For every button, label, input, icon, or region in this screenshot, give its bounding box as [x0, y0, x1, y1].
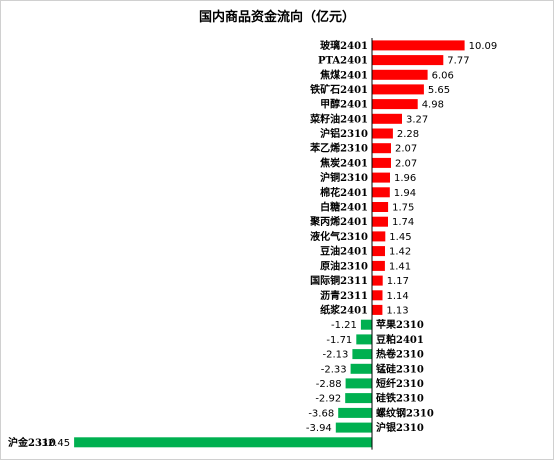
bar-4 — [372, 99, 418, 110]
bar-5 — [372, 113, 402, 124]
category-label-6: 沪铝2310 — [320, 127, 368, 140]
value-label-19: -1.21 — [331, 320, 357, 331]
value-label-22: -2.33 — [321, 364, 347, 375]
value-label-12: 1.74 — [392, 217, 414, 228]
category-label-0: 玻璃2401 — [320, 39, 368, 52]
value-label-20: -1.71 — [326, 335, 352, 346]
bar-21 — [352, 349, 372, 360]
value-label-2: 6.06 — [432, 70, 454, 81]
value-label-8: 2.07 — [395, 158, 417, 169]
bar-9 — [372, 172, 390, 183]
category-label-3: 铁矿石2401 — [310, 83, 368, 96]
bar-1 — [372, 55, 444, 66]
value-label-18: 1.13 — [386, 305, 408, 316]
category-label-2: 焦煤2401 — [319, 68, 368, 81]
bar-27 — [74, 437, 372, 448]
value-label-3: 5.65 — [428, 85, 450, 96]
bar-22 — [350, 363, 372, 374]
category-label-4: 甲醇2401 — [320, 98, 368, 111]
category-label-1: PTA2401 — [318, 56, 368, 67]
value-label-6: 2.28 — [397, 129, 419, 140]
value-label-25: -3.68 — [308, 408, 334, 419]
bar-18 — [372, 304, 383, 315]
category-label-21: 热卷2310 — [376, 348, 424, 361]
value-label-17: 1.14 — [387, 291, 409, 302]
value-label-5: 3.27 — [406, 114, 428, 125]
category-label-13: 液化气2310 — [310, 230, 368, 243]
category-label-27: 沪金2310 — [8, 436, 56, 449]
value-label-21: -2.13 — [323, 350, 349, 361]
category-label-25: 螺纹钢2310 — [376, 406, 434, 419]
bar-3 — [372, 84, 424, 95]
bar-13 — [372, 231, 386, 242]
bar-0 — [372, 40, 465, 51]
category-label-19: 苹果2310 — [376, 318, 424, 331]
value-label-9: 1.96 — [394, 173, 416, 184]
category-label-16: 国际铜2311 — [310, 274, 368, 287]
bar-20 — [356, 334, 372, 345]
value-label-10: 1.94 — [394, 188, 416, 199]
bar-10 — [372, 187, 390, 198]
category-label-14: 豆油2401 — [320, 245, 368, 258]
bar-2 — [372, 69, 428, 80]
value-label-11: 1.75 — [392, 203, 414, 214]
category-label-26: 沪银2310 — [376, 421, 424, 434]
value-label-7: 2.07 — [395, 144, 417, 155]
bar-15 — [372, 260, 385, 271]
value-label-27: -32.45 — [38, 438, 70, 449]
bar-25 — [338, 407, 372, 418]
category-label-8: 焦炭2401 — [319, 156, 368, 169]
bar-11 — [372, 202, 389, 212]
bar-23 — [345, 378, 372, 389]
category-label-10: 棉花2401 — [320, 186, 368, 199]
bar-6 — [372, 128, 393, 139]
category-label-15: 原油2310 — [320, 259, 368, 272]
category-label-17: 沥青2311 — [320, 289, 368, 302]
value-label-16: 1.17 — [387, 276, 409, 287]
value-label-15: 1.41 — [389, 261, 411, 272]
value-label-0: 10.09 — [469, 41, 498, 52]
category-label-12: 聚丙烯2401 — [309, 215, 368, 228]
bar-14 — [372, 246, 385, 257]
value-label-1: 7.77 — [447, 56, 469, 67]
value-label-14: 1.42 — [389, 247, 411, 258]
bar-12 — [372, 216, 388, 227]
category-label-23: 短纤2310 — [376, 377, 424, 390]
bar-26 — [335, 422, 372, 433]
bar-16 — [372, 275, 383, 286]
category-label-20: 豆粕2401 — [376, 333, 424, 346]
category-label-9: 沪铜2310 — [320, 171, 368, 184]
bar-24 — [345, 393, 372, 404]
bar-19 — [360, 319, 372, 330]
category-label-18: 纸浆2401 — [320, 303, 368, 316]
bar-17 — [372, 290, 383, 301]
category-label-7: 苯乙烯2310 — [309, 142, 368, 155]
value-label-4: 4.98 — [422, 100, 444, 111]
chart-title: 国内商品资金流向（亿元） — [198, 10, 355, 25]
bar-8 — [372, 157, 391, 168]
value-label-13: 1.45 — [389, 232, 411, 243]
value-label-23: -2.88 — [316, 379, 342, 390]
value-label-26: -3.94 — [306, 423, 332, 434]
category-label-11: 白糖2401 — [320, 201, 368, 214]
category-label-5: 菜籽油2401 — [309, 112, 368, 125]
category-label-24: 硅铁2310 — [376, 392, 424, 405]
category-label-22: 锰硅2310 — [376, 362, 424, 375]
value-label-24: -2.92 — [315, 394, 341, 405]
bar-7 — [372, 143, 391, 154]
